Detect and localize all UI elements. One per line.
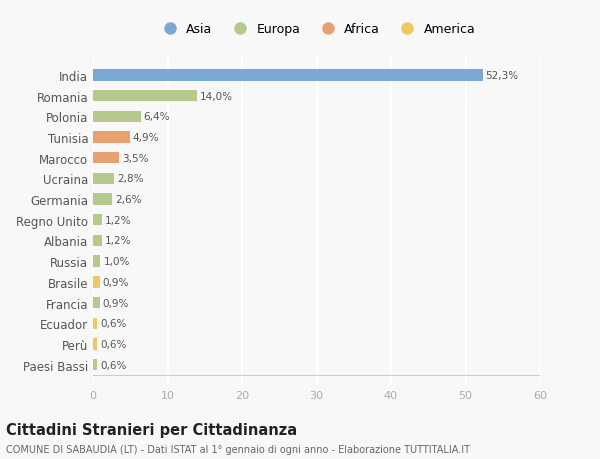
Bar <box>93 318 97 329</box>
Legend: Asia, Europa, Africa, America: Asia, Europa, Africa, America <box>152 18 481 41</box>
Bar <box>93 235 102 246</box>
Bar <box>93 339 97 350</box>
Text: 14,0%: 14,0% <box>200 91 233 101</box>
Text: 0,6%: 0,6% <box>100 360 127 370</box>
Text: 1,2%: 1,2% <box>105 236 131 246</box>
Text: 0,6%: 0,6% <box>100 339 127 349</box>
Text: 0,6%: 0,6% <box>100 319 127 329</box>
Bar <box>93 359 97 370</box>
Text: 0,9%: 0,9% <box>103 298 129 308</box>
Text: 2,8%: 2,8% <box>117 174 143 184</box>
Bar <box>93 215 102 226</box>
Text: COMUNE DI SABAUDIA (LT) - Dati ISTAT al 1° gennaio di ogni anno - Elaborazione T: COMUNE DI SABAUDIA (LT) - Dati ISTAT al … <box>6 444 470 454</box>
Bar <box>93 256 100 267</box>
Text: 1,0%: 1,0% <box>103 257 130 267</box>
Text: 3,5%: 3,5% <box>122 153 149 163</box>
Bar <box>93 277 100 288</box>
Bar <box>93 174 114 185</box>
Bar <box>93 194 112 205</box>
Text: 2,6%: 2,6% <box>115 195 142 205</box>
Bar <box>93 91 197 102</box>
Text: Cittadini Stranieri per Cittadinanza: Cittadini Stranieri per Cittadinanza <box>6 422 297 437</box>
Text: 52,3%: 52,3% <box>485 71 519 81</box>
Bar <box>93 132 130 143</box>
Bar <box>93 297 100 308</box>
Bar <box>93 70 482 81</box>
Text: 4,9%: 4,9% <box>133 133 159 143</box>
Bar <box>93 112 140 123</box>
Text: 0,9%: 0,9% <box>103 277 129 287</box>
Text: 1,2%: 1,2% <box>105 215 131 225</box>
Bar <box>93 153 119 164</box>
Text: 6,4%: 6,4% <box>143 112 170 122</box>
